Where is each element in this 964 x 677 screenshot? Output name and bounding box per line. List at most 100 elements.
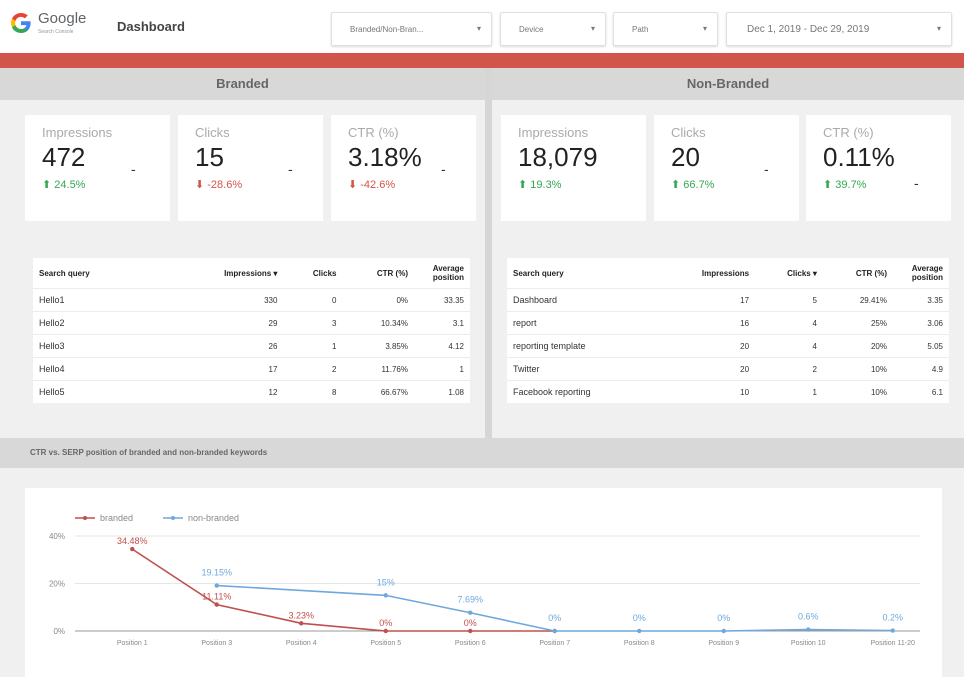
table-row[interactable]: Hello3 26 1 3.85% 4.12 <box>33 334 470 358</box>
scorecard-label: CTR (%) <box>823 125 874 140</box>
chevron-down-icon: ▾ <box>476 24 481 33</box>
table-row[interactable]: Hello4 17 2 11.76% 1 <box>33 357 470 381</box>
data-label: 0% <box>717 613 730 623</box>
query-cell: reporting template <box>507 334 659 358</box>
column-header-ctr[interactable]: CTR (%) <box>855 268 887 278</box>
column-header-clicks[interactable]: Clicks ▾ <box>787 268 817 278</box>
x-tick-label: Position 7 <box>539 640 570 647</box>
query-cell: report <box>507 311 659 335</box>
x-tick-label: Position 9 <box>708 640 739 647</box>
google-search-console-logo: Google Search Console <box>9 9 93 43</box>
column-header-clicks[interactable]: Clicks <box>312 268 337 278</box>
chart-section-header: CTR vs. SERP position of branded and non… <box>0 438 964 468</box>
column-header-avg-position[interactable]: Average position <box>432 264 464 282</box>
legend-marker <box>171 516 175 520</box>
y-tick-label: 20% <box>49 580 65 589</box>
column-header-impressions[interactable]: Impressions ▾ <box>224 268 278 278</box>
data-label: 7.69% <box>457 595 483 605</box>
accent-bar <box>0 53 964 68</box>
scorecard-value: 3.18% <box>348 142 422 172</box>
header-bar: Google Search Console Dashboard Branded/… <box>0 0 964 52</box>
table-row[interactable]: Facebook reporting 10 1 10% 6.1 <box>507 380 949 403</box>
nonbranded-ctr-scorecard: CTR (%) 0.11% ⬆ 39.7% - <box>806 115 951 221</box>
column-header-query[interactable]: Search query <box>39 268 90 278</box>
nonbranded-query-table: Search query Impressions Clicks ▾ CTR (%… <box>507 258 949 403</box>
column-header-impressions[interactable]: Impressions <box>701 268 750 278</box>
chevron-down-icon: ▾ <box>590 24 595 33</box>
column-header-ctr[interactable]: CTR (%) <box>376 268 408 278</box>
data-label: 0% <box>464 618 477 628</box>
branded-clicks-scorecard: Clicks 15 ⬇ -28.6% - <box>178 115 323 221</box>
data-point-branded <box>130 546 135 552</box>
query-cell: Dashboard <box>507 288 659 312</box>
brand-subtitle: Search Console <box>38 29 74 35</box>
query-cell: Hello2 <box>33 311 175 335</box>
x-tick-label: Position 11-20 <box>871 640 915 647</box>
data-label: 34.48% <box>117 536 148 546</box>
metric-cell: 16 <box>659 311 756 335</box>
data-point-non-branded <box>383 593 388 598</box>
metric-cell: 17 <box>175 357 284 381</box>
metric-cell: 29.41% <box>822 288 893 312</box>
nonbranded-heading: Non-Branded <box>686 76 770 91</box>
metric-cell: 6.1 <box>893 380 949 403</box>
table-row[interactable]: Hello1 330 0 0% 33.35 <box>33 288 470 312</box>
data-label: 0% <box>633 613 646 623</box>
metric-cell: 3 <box>283 311 343 335</box>
scorecard-value: 20 <box>671 142 700 172</box>
branded-impressions-scorecard: Impressions 472 ⬆ 24.5% - <box>25 115 170 221</box>
table-row[interactable]: Twitter 20 2 10% 4.9 <box>507 357 949 381</box>
data-point-branded <box>468 628 473 634</box>
path-filter-dropdown[interactable]: Path ▾ <box>613 12 718 46</box>
data-label: 0.2% <box>882 613 903 623</box>
table-row[interactable]: reporting template 20 4 20% 5.05 <box>507 334 949 358</box>
table-row[interactable]: Dashboard 17 5 29.41% 3.35 <box>507 288 949 312</box>
metric-cell: 33.35 <box>414 288 470 312</box>
metric-cell: 10 <box>659 380 756 403</box>
column-header-query[interactable]: Search query <box>513 268 564 278</box>
branded-filter-label: Branded/Non-Bran... <box>350 25 424 34</box>
metric-cell: 330 <box>175 288 284 312</box>
metric-cell: 25% <box>822 311 893 335</box>
scorecard-delta: ⬆ 66.7% <box>671 179 715 191</box>
branded-heading: Branded <box>216 76 269 91</box>
metric-cell: 17 <box>659 288 756 312</box>
scorecard-value: 472 <box>42 142 86 172</box>
device-filter-dropdown[interactable]: Device ▾ <box>500 12 606 46</box>
x-tick-label: Position 8 <box>624 640 655 647</box>
ctr-position-chart: 0% 20% 40% Position 1 Position 3 Position 4 Po… <box>25 488 942 677</box>
device-filter-label: Device <box>519 25 544 34</box>
metric-cell: 4 <box>755 334 823 358</box>
sparkline-placeholder: - <box>441 161 446 177</box>
google-g-icon <box>11 13 31 33</box>
metric-cell: 20 <box>659 357 756 381</box>
metric-cell: 3.85% <box>342 334 414 358</box>
sparkline-placeholder: - <box>131 161 136 177</box>
date-range-picker[interactable]: Dec 1, 2019 - Dec 29, 2019 ▾ <box>726 12 952 46</box>
x-tick-label: Position 10 <box>791 640 826 647</box>
metric-cell: 1 <box>414 357 470 381</box>
branded-filter-dropdown[interactable]: Branded/Non-Bran... ▾ <box>331 12 492 46</box>
scorecard-label: Impressions <box>42 125 113 140</box>
metric-cell: 4 <box>755 311 823 335</box>
table-row[interactable]: Hello2 29 3 10.34% 3.1 <box>33 311 470 335</box>
table-row[interactable]: Hello5 12 8 66.67% 1.08 <box>33 380 470 403</box>
metric-cell: 0% <box>342 288 414 312</box>
x-tick-label: Position 6 <box>455 640 486 647</box>
x-tick-label: Position 4 <box>286 640 317 647</box>
y-tick-label: 0% <box>53 627 65 636</box>
column-header-avg-position[interactable]: Average position <box>911 264 943 282</box>
nonbranded-clicks-scorecard: Clicks 20 ⬆ 66.7% - <box>654 115 799 221</box>
table-row[interactable]: report 16 4 25% 3.06 <box>507 311 949 335</box>
chevron-down-icon: ▾ <box>936 24 941 33</box>
metric-cell: 1 <box>283 334 343 358</box>
y-tick-label: 40% <box>49 532 65 541</box>
metric-cell: 26 <box>175 334 284 358</box>
data-label: 0% <box>548 613 561 623</box>
data-point-non-branded <box>468 610 473 615</box>
query-cell: Hello5 <box>33 380 175 403</box>
metric-cell: 5 <box>755 288 823 312</box>
scorecard-delta: ⬆ 24.5% <box>42 179 86 191</box>
chart-section-title: CTR vs. SERP position of branded and non… <box>30 448 268 457</box>
query-cell: Hello4 <box>33 357 175 381</box>
